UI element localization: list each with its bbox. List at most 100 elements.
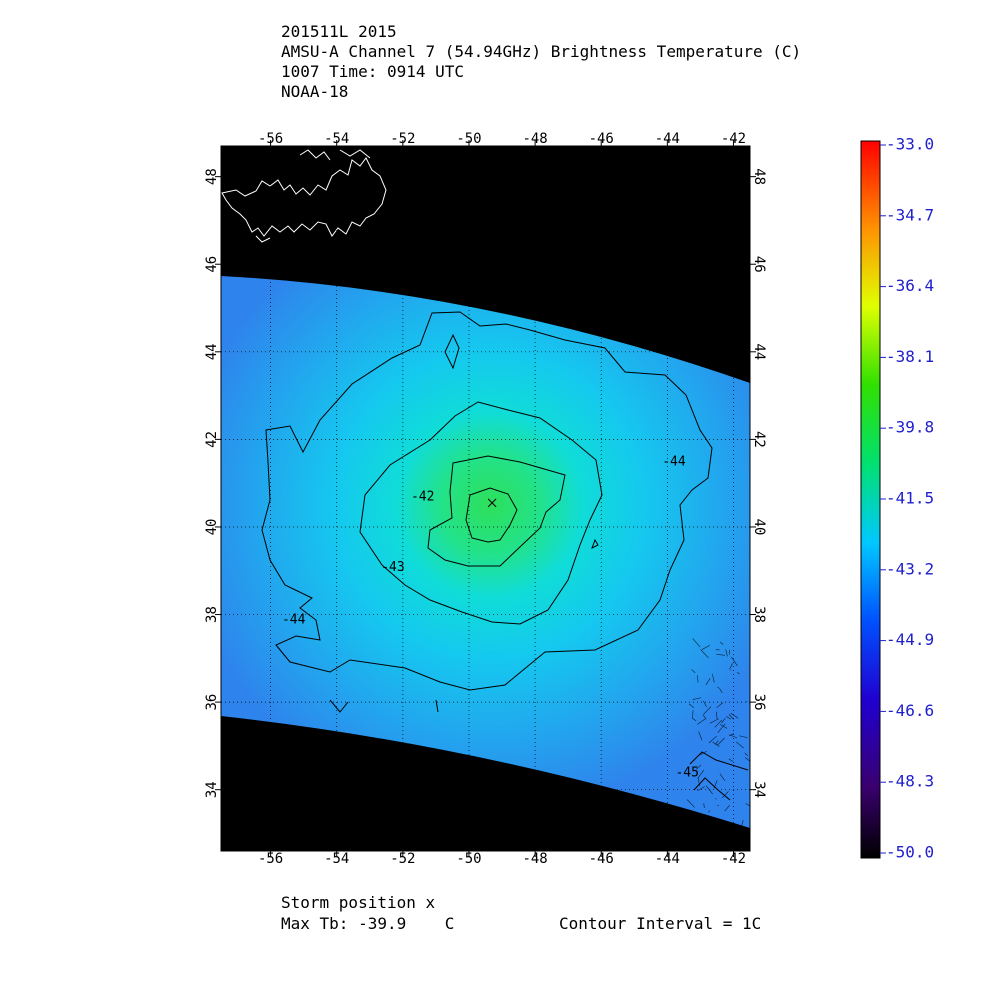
noise-segment xyxy=(736,672,740,675)
tick-label-x-bottom: -50 xyxy=(456,851,481,867)
noise-segment xyxy=(697,769,705,779)
noise-segment xyxy=(716,702,724,708)
noise-segment xyxy=(708,735,717,744)
tick-label-y-right: 34 xyxy=(751,781,767,798)
noise-segment xyxy=(728,733,735,737)
noise-segment xyxy=(731,656,738,667)
tick-label-x-top: -56 xyxy=(258,131,283,147)
tick-label-y-left: 38 xyxy=(204,606,220,623)
noise-segment xyxy=(719,641,724,645)
noise-segment xyxy=(708,810,711,813)
contours xyxy=(261,311,749,801)
noise-segment xyxy=(696,764,702,770)
noise-segment xyxy=(717,723,726,733)
noise-segment xyxy=(744,752,748,756)
noise-segment xyxy=(702,714,707,720)
noise-segment xyxy=(692,718,697,722)
tick-label-y-right: 48 xyxy=(751,168,767,185)
contour-label: -42 xyxy=(411,490,434,505)
noise-segment xyxy=(699,750,707,756)
tick-label-x-bottom: -54 xyxy=(324,851,349,867)
colorbar xyxy=(860,140,881,859)
tick-label-x-top: -48 xyxy=(522,131,547,147)
contour-label: -43 xyxy=(381,560,404,575)
noise-contours xyxy=(686,638,750,835)
noise-segment xyxy=(721,717,726,724)
tick-label-y-right: 40 xyxy=(751,519,767,536)
noise-segment xyxy=(714,740,719,745)
chart-header: 201511L 2015 AMSU-A Channel 7 (54.94GHz)… xyxy=(281,22,801,102)
noise-segment xyxy=(692,697,702,700)
tick-label-x-bottom: -48 xyxy=(522,851,547,867)
tick-label-y-right: 46 xyxy=(751,256,767,273)
contour-label: -44 xyxy=(282,612,306,627)
storm-x-stroke-2 xyxy=(487,498,497,508)
tick-label-y-left: 44 xyxy=(204,343,220,360)
gridlines xyxy=(221,146,750,851)
noise-segment xyxy=(716,654,725,656)
noise-segment xyxy=(698,822,701,828)
noise-segment xyxy=(715,798,717,800)
noise-segment xyxy=(728,714,734,720)
tick-label-y-left: 42 xyxy=(204,431,220,448)
noise-segment xyxy=(714,719,722,728)
noise-segment xyxy=(709,718,719,724)
noise-segment xyxy=(700,649,709,659)
storm-position-caption: Storm position x xyxy=(281,893,436,912)
noise-segment xyxy=(725,649,728,657)
tick-label-y-right: 42 xyxy=(751,431,767,448)
contour-interval-caption: Contour Interval = 1C xyxy=(559,914,762,933)
noise-segment xyxy=(697,818,707,823)
noise-segment xyxy=(717,804,720,807)
tick-label-x-top: -44 xyxy=(655,131,680,147)
noise-segment xyxy=(697,786,705,791)
noise-segment xyxy=(730,712,739,719)
storm-id-line: 201511L 2015 xyxy=(281,22,397,41)
colorbar-label: -46.6 xyxy=(886,701,934,720)
noise-segment xyxy=(719,688,723,694)
noise-segment xyxy=(716,711,718,720)
noise-segment xyxy=(717,821,725,825)
tick-label-y-right: 38 xyxy=(751,606,767,623)
satellite-line: NOAA-18 xyxy=(281,82,349,101)
colorbar-labels: -33.0 -34.7 -36.4 -38.1 -39.8 -41.5 -43.2 -44.9… xyxy=(880,135,934,862)
noise-segment xyxy=(729,663,733,670)
noise-segment xyxy=(719,773,726,782)
colorbar-label: -33.0 xyxy=(886,135,934,154)
noise-segment xyxy=(703,700,707,708)
contour-labels: -42 -43 -44 -44 -45 xyxy=(282,455,699,781)
colorbar-label: -34.7 xyxy=(886,205,934,224)
tick-label-x-top: -52 xyxy=(390,131,415,147)
noise-segment xyxy=(705,678,711,686)
noise-segment xyxy=(722,791,729,799)
noise-segment xyxy=(719,724,728,729)
storm-position-marker xyxy=(487,498,497,508)
noise-segment xyxy=(739,735,748,739)
noise-segment xyxy=(712,673,715,683)
noise-segment xyxy=(692,710,694,719)
colorbar-label: -38.1 xyxy=(886,347,934,366)
tick-label-x-bottom: -44 xyxy=(655,851,680,867)
tick-label-y-left: 34 xyxy=(204,781,220,798)
noise-segment xyxy=(722,827,726,835)
noise-segment xyxy=(688,703,695,708)
noise-segment xyxy=(686,799,695,808)
tick-label-y-right: 44 xyxy=(751,343,767,360)
noise-segment xyxy=(728,758,734,762)
colorbar-label: -39.8 xyxy=(886,418,934,437)
time-line: 1007 Time: 0914 UTC xyxy=(281,62,465,81)
noise-segment xyxy=(692,638,701,648)
noise-segment xyxy=(701,644,710,650)
noise-segment xyxy=(726,716,731,720)
tick-label-x-bottom: -56 xyxy=(258,851,283,867)
noise-segment xyxy=(740,820,744,829)
noise-segment xyxy=(697,718,706,725)
contour-label: -44 xyxy=(662,455,686,470)
noise-segment xyxy=(703,803,705,809)
noise-segment xyxy=(712,741,720,747)
noise-segment xyxy=(698,731,703,741)
contour-label: -45 xyxy=(675,766,698,781)
noise-segment xyxy=(713,780,718,789)
tick-label-x-bottom: -42 xyxy=(721,851,746,867)
